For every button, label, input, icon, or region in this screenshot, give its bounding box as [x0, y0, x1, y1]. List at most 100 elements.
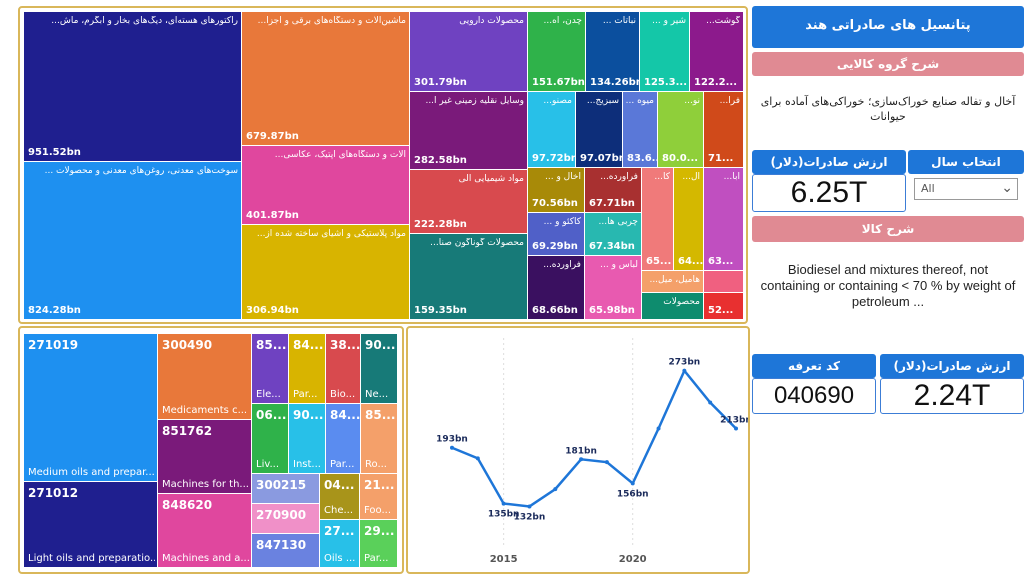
treemap-tile[interactable]: نو... 80.0... — [658, 92, 703, 167]
data-point[interactable] — [656, 426, 661, 431]
treemap-tile[interactable]: آل... 64... — [674, 168, 703, 270]
tariff-code-desc: Par... — [293, 389, 318, 400]
tariff-code-tile[interactable]: 38... Bio... — [326, 334, 360, 403]
treemap-tile[interactable]: راکتورهای هسته‌ای، دیگ‌های بخار و آبگرم،… — [24, 12, 241, 161]
treemap-tile-value: 401.87bn — [246, 210, 299, 221]
group-header-text: شرح گروه کالایی — [836, 57, 940, 71]
tariff-code-desc: Medium oils and prepar... — [28, 467, 155, 478]
treemap-tile[interactable]: کاکئو و ... 69.29bn — [528, 213, 584, 255]
tariff-code-desc: Light oils and preparatio... — [28, 553, 155, 564]
data-point[interactable] — [579, 457, 584, 462]
data-point[interactable] — [734, 426, 738, 431]
tariff-code-desc: Che... — [324, 505, 354, 516]
tariff-code-desc: Machines and a... — [162, 553, 249, 564]
treemap-tile[interactable]: آخال و ... 70.56bn — [528, 168, 584, 212]
treemap-tile[interactable]: ابا... 63... — [704, 168, 743, 270]
treemap-tile[interactable]: مواد شیمیایی آلی 222.28bn — [410, 170, 527, 233]
tariff-code-tile[interactable]: 90... Inst... — [289, 404, 325, 473]
treemap-tile[interactable]: کا... 65... — [642, 168, 673, 270]
treemap-tile[interactable]: لباس و ... 65.98bn — [585, 256, 641, 319]
treemap-tile[interactable]: محصولات دارویی 301.79bn — [410, 12, 527, 91]
treemap-tile[interactable]: فرآورده... 67.71bn — [585, 168, 641, 212]
treemap-tile[interactable]: ماشین‌آلات و دستگاه‌های برقی و اجزا... 67… — [242, 12, 409, 145]
tariff-code-tile[interactable]: 90... Ne... — [361, 334, 397, 403]
data-point[interactable] — [708, 400, 713, 405]
tariff-code-tile[interactable]: 851762 Machines for th... — [158, 420, 251, 493]
tariff-code-tile[interactable]: 85... Ele... — [252, 334, 288, 403]
tariff-code-desc: Liv... — [256, 459, 280, 470]
treemap-tile[interactable]: هامیل، میل... — [642, 271, 703, 292]
tariff-code-tile[interactable]: 271012 Light oils and preparatio... — [24, 482, 157, 567]
data-label: 181bn — [565, 446, 597, 456]
tariff-code-tile[interactable]: 04... Che... — [320, 474, 359, 519]
treemap-tile-value: 151.67bn — [532, 77, 585, 88]
data-point[interactable] — [630, 481, 635, 486]
tariff-code-tile[interactable]: 84... Par... — [289, 334, 325, 403]
tariff-code: 85... — [256, 338, 287, 352]
tariff-code: 29... — [364, 524, 395, 538]
treemap-tile[interactable]: چدن، آه... 151.67bn — [528, 12, 585, 91]
tariff-code: 27... — [324, 524, 355, 538]
data-label: 156bn — [617, 489, 649, 499]
treemap-tile-value: 83.6... — [627, 153, 657, 164]
treemap-tile[interactable]: سوخت‌های معدنی، روغن‌های معدنی و محصولات… — [24, 162, 241, 319]
treemap-tile-label: راکتورهای هسته‌ای، دیگ‌های بخار و آبگرم،… — [51, 16, 238, 26]
goods-header: شرح کالا — [752, 216, 1024, 242]
data-point[interactable] — [604, 460, 609, 465]
tariff-code-tile[interactable]: 29... Par... — [360, 520, 397, 567]
treemap-tile-value: 71... — [708, 153, 734, 164]
tariff-code-tile[interactable]: 847130 — [252, 534, 319, 567]
tariff-code-tile[interactable]: 84... Par... — [326, 404, 360, 473]
treemap-tile-label: شیر و ... — [652, 16, 686, 26]
treemap-tile[interactable]: شیر و ... 125.3... — [640, 12, 689, 91]
treemap-tile-label: مواد پلاستیکی و اشیای ساخته شده از... — [256, 229, 406, 239]
tariff-code-tile[interactable]: 06... Liv... — [252, 404, 288, 473]
data-point[interactable] — [475, 456, 480, 461]
treemap-tile[interactable]: فرآورده... 68.66bn — [528, 256, 584, 319]
tariff-code-tile[interactable]: 271019 Medium oils and prepar... — [24, 334, 157, 481]
data-point[interactable] — [450, 445, 454, 450]
treemap-tile[interactable]: آلات و دستگاه‌های اپتیک، عکاسی... 401.87b… — [242, 146, 409, 224]
export-value-header-text: ارزش صادرات(دلار) — [770, 155, 888, 169]
treemap-tile[interactable]: نباتات ... 134.26bn — [586, 12, 639, 91]
treemap-tile[interactable] — [704, 271, 743, 292]
treemap-tile[interactable]: مواد پلاستیکی و اشیای ساخته شده از... 306… — [242, 225, 409, 319]
treemap-tile[interactable]: مصنو... 97.72bn — [528, 92, 575, 167]
treemap-tile-label: آلات و دستگاه‌های اپتیک، عکاسی... — [274, 150, 406, 160]
tariff-code-tile[interactable]: 270900 — [252, 504, 319, 533]
treemap-tile-label: نو... — [684, 96, 700, 106]
export-value2-header: ارزش صادرات(دلار) — [880, 354, 1024, 378]
group-header: شرح گروه کالایی — [752, 52, 1024, 76]
treemap-tile-value: 222.28bn — [414, 219, 467, 230]
dashboard-title: پتانسیل های صادراتی هند — [752, 6, 1024, 48]
year-select[interactable]: All ⌄ — [914, 178, 1018, 200]
tariff-code-desc: Par... — [330, 459, 355, 470]
tariff-code-tile[interactable]: 21... Foo... — [360, 474, 397, 519]
treemap-tile[interactable]: سبزیج... 97.07bn — [576, 92, 622, 167]
tariff-code-desc: Ne... — [365, 389, 389, 400]
tariff-code-tile[interactable]: 848620 Machines and a... — [158, 494, 251, 567]
treemap-tile[interactable]: چربی ها... 67.34bn — [585, 213, 641, 255]
export-value2-header-text: ارزش صادرات(دلار) — [893, 359, 1011, 373]
data-point[interactable] — [501, 501, 506, 506]
tariff-header-text: کد تعرفه — [788, 359, 840, 373]
tariff-code-desc: Medicaments c... — [162, 405, 248, 416]
treemap-tile[interactable]: 52... — [704, 293, 743, 319]
treemap-tile-value: 67.71bn — [589, 198, 635, 209]
tariff-code-desc: Par... — [364, 553, 389, 564]
treemap-tile[interactable]: وسایل نقلیه زمینی غیر ا... 282.58bn — [410, 92, 527, 169]
tariff-code: 851762 — [162, 424, 213, 438]
data-point[interactable] — [553, 487, 558, 492]
treemap-tile[interactable]: فرآ... 71... — [704, 92, 743, 167]
data-point[interactable] — [682, 368, 687, 373]
tariff-code-tile[interactable]: 85... Ro... — [361, 404, 397, 473]
treemap-tile[interactable]: گوشت... 122.2... — [690, 12, 743, 91]
treemap-tile[interactable]: محصولات — [642, 293, 703, 319]
treemap-tile[interactable]: میوه ... 83.6... — [623, 92, 657, 167]
tariff-code-tile[interactable]: 300490 Medicaments c... — [158, 334, 251, 419]
tariff-code-tile[interactable]: 300215 — [252, 474, 319, 503]
treemap-tile[interactable]: محصولات گوناگون صنا... 159.35bn — [410, 234, 527, 319]
data-point[interactable] — [527, 504, 532, 509]
treemap-tile-value: 134.26bn — [590, 77, 639, 88]
tariff-code-tile[interactable]: 27... Oils ... — [320, 520, 359, 567]
